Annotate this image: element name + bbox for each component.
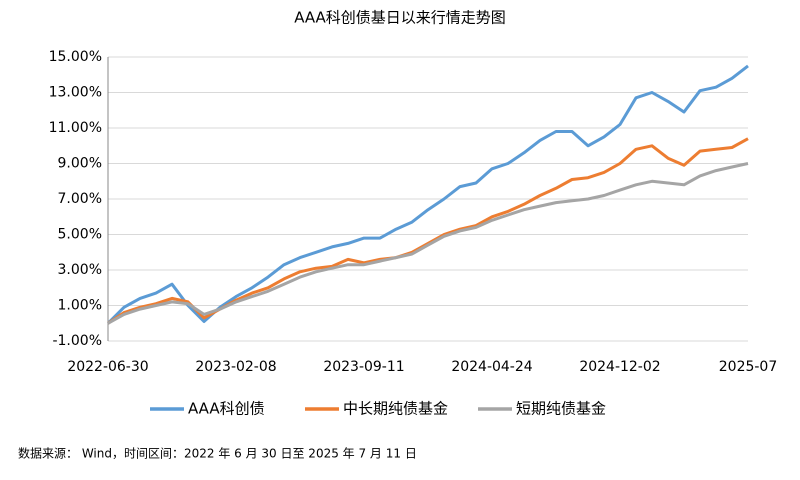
- x-tick-label: 2023-09-11: [323, 359, 404, 375]
- y-tick-label: 11.00%: [49, 120, 102, 136]
- y-tick-label: 1.00%: [58, 298, 102, 314]
- y-tick-label: 5.00%: [58, 227, 102, 243]
- y-tick-label: 7.00%: [58, 191, 102, 207]
- x-tick-label: 2024-04-24: [451, 359, 532, 375]
- y-tick-label: 9.00%: [58, 156, 102, 172]
- x-tick-label: 2024-12-02: [579, 359, 660, 375]
- legend-label: AAA科创债: [188, 400, 265, 418]
- y-tick-label: -1.00%: [52, 333, 102, 349]
- legend-label: 短期纯债基金: [516, 400, 606, 418]
- series-line: [107, 162, 749, 325]
- x-tick-label: 2025-07: [719, 359, 778, 375]
- y-tick-label: 13.00%: [49, 85, 102, 101]
- x-tick-label: 2022-06-30: [67, 359, 148, 375]
- legend-label: 中长期纯债基金: [343, 400, 448, 418]
- series-line: [106, 64, 749, 325]
- chart-title: AAA科创债基日以来行情走势图: [294, 9, 506, 27]
- x-tick-label: 2023-02-08: [195, 359, 276, 375]
- y-tick-label: 15.00%: [49, 49, 102, 65]
- y-tick-label: 3.00%: [58, 262, 102, 278]
- source-note: 数据来源： Wind，时间区间：2022 年 6 月 30 日至 2025 年 …: [18, 446, 417, 461]
- series-line: [107, 137, 749, 325]
